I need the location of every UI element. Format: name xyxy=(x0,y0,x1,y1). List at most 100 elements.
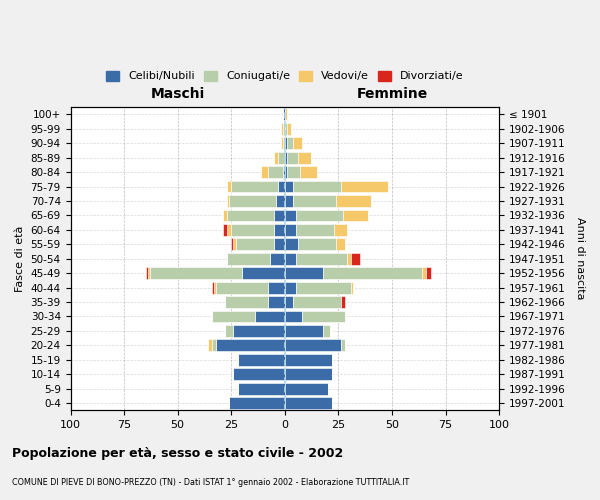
Bar xyxy=(285,224,296,236)
Bar xyxy=(274,152,278,164)
Bar xyxy=(285,166,287,178)
Bar xyxy=(298,152,311,164)
Bar xyxy=(274,224,285,236)
Bar xyxy=(227,210,274,222)
Bar xyxy=(285,397,332,409)
Bar xyxy=(296,224,334,236)
Bar xyxy=(351,253,360,264)
Bar xyxy=(242,268,285,279)
Text: Femmine: Femmine xyxy=(356,87,428,101)
Bar xyxy=(343,210,368,222)
Bar xyxy=(285,368,332,380)
Bar xyxy=(214,282,216,294)
Bar xyxy=(296,210,343,222)
Bar xyxy=(296,253,347,264)
Bar xyxy=(278,180,285,192)
Bar xyxy=(238,382,285,394)
Bar xyxy=(255,310,285,322)
Bar xyxy=(261,166,268,178)
Bar xyxy=(236,238,274,250)
Bar xyxy=(216,340,285,351)
Bar xyxy=(281,123,283,135)
Bar xyxy=(347,253,351,264)
Bar xyxy=(287,138,293,149)
Bar xyxy=(148,268,150,279)
Bar xyxy=(285,382,328,394)
Legend: Celibi/Nubili, Coniugati/e, Vedovi/e, Divorziati/e: Celibi/Nubili, Coniugati/e, Vedovi/e, Di… xyxy=(103,68,467,84)
Bar xyxy=(216,282,268,294)
Bar xyxy=(268,282,285,294)
Bar xyxy=(300,166,317,178)
Bar xyxy=(227,224,231,236)
Bar xyxy=(285,354,332,366)
Bar xyxy=(212,282,214,294)
Bar xyxy=(293,138,302,149)
Bar xyxy=(274,210,285,222)
Bar xyxy=(287,166,300,178)
Bar xyxy=(223,224,227,236)
Bar xyxy=(233,238,236,250)
Bar xyxy=(285,195,293,207)
Text: Popolazione per età, sesso e stato civile - 2002: Popolazione per età, sesso e stato civil… xyxy=(12,448,343,460)
Bar xyxy=(351,282,353,294)
Bar xyxy=(285,123,287,135)
Bar xyxy=(285,340,341,351)
Bar xyxy=(227,253,270,264)
Bar xyxy=(276,195,285,207)
Bar xyxy=(298,238,336,250)
Bar xyxy=(422,268,426,279)
Bar xyxy=(225,325,233,337)
Bar xyxy=(341,296,345,308)
Bar xyxy=(268,166,283,178)
Text: Maschi: Maschi xyxy=(151,87,205,101)
Bar xyxy=(336,238,345,250)
Bar xyxy=(336,195,371,207)
Bar xyxy=(229,195,276,207)
Bar xyxy=(323,325,330,337)
Bar xyxy=(231,180,278,192)
Bar xyxy=(285,253,296,264)
Bar xyxy=(231,238,233,250)
Bar xyxy=(285,108,287,120)
Bar xyxy=(212,310,255,322)
Bar xyxy=(287,123,291,135)
Bar xyxy=(268,296,285,308)
Y-axis label: Fasce di età: Fasce di età xyxy=(15,226,25,292)
Bar xyxy=(323,268,422,279)
Bar xyxy=(227,180,231,192)
Bar xyxy=(227,195,229,207)
Bar xyxy=(293,180,341,192)
Bar xyxy=(283,138,285,149)
Bar xyxy=(283,166,285,178)
Bar xyxy=(283,123,285,135)
Bar xyxy=(270,253,285,264)
Bar xyxy=(212,340,216,351)
Bar xyxy=(229,397,285,409)
Bar xyxy=(285,238,298,250)
Bar xyxy=(146,268,148,279)
Bar xyxy=(287,152,298,164)
Bar xyxy=(281,138,283,149)
Bar xyxy=(285,325,323,337)
Bar xyxy=(285,180,293,192)
Bar xyxy=(293,296,341,308)
Bar xyxy=(426,268,431,279)
Bar xyxy=(278,152,285,164)
Bar xyxy=(223,210,227,222)
Bar xyxy=(231,224,274,236)
Bar xyxy=(285,138,287,149)
Bar xyxy=(225,296,268,308)
Bar xyxy=(285,296,293,308)
Bar xyxy=(150,268,242,279)
Bar xyxy=(208,340,212,351)
Bar xyxy=(341,340,345,351)
Bar xyxy=(285,152,287,164)
Bar xyxy=(293,195,336,207)
Bar xyxy=(285,310,302,322)
Y-axis label: Anni di nascita: Anni di nascita xyxy=(575,218,585,300)
Bar xyxy=(274,238,285,250)
Bar xyxy=(283,108,285,120)
Bar xyxy=(334,224,347,236)
Bar xyxy=(341,180,388,192)
Bar xyxy=(285,268,323,279)
